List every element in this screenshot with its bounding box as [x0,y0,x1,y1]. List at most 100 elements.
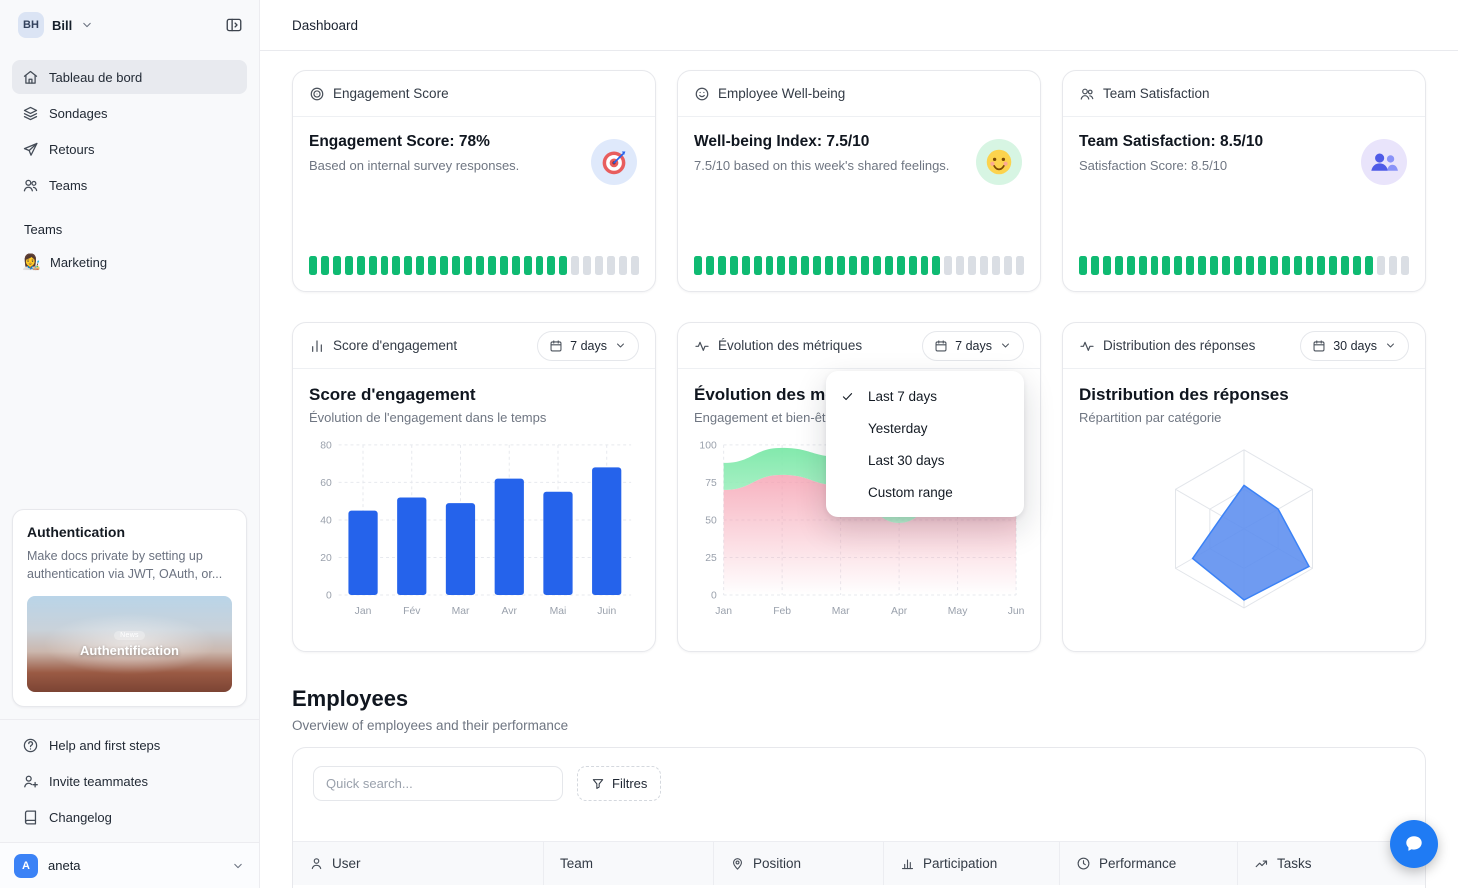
check-icon [840,389,855,404]
chart-card-evolution-metriques: Évolution des métriques 7 days Évolution… [677,322,1041,652]
card-header-label: Distribution des réponses [1103,338,1256,353]
sidebar: BH Bill Tableau de bord Sondages Retours [0,0,260,888]
svg-text:25: 25 [705,553,717,564]
svg-text:May: May [948,606,968,617]
sidebar-header: BH Bill [0,0,259,50]
sparkline [1079,256,1409,275]
card-body: Engagement Score: 78% Based on internal … [293,117,655,291]
calendar-icon [934,339,948,353]
target-icon [309,86,325,102]
column-label: User [332,856,361,871]
column-header-tasks[interactable]: Tasks [1237,842,1425,885]
chart-subtitle: Engagement et bien-être [694,410,838,425]
team-icon [1079,86,1095,102]
card-header-label: Évolution des métriques [718,338,863,353]
column-label: Tasks [1277,856,1312,871]
card-header-label: Engagement Score [333,86,449,101]
search-input[interactable] [313,766,563,801]
menu-item-yesterday[interactable]: Yesterday [826,412,1024,444]
activity-icon [1079,338,1095,354]
menu-item-last-30-days[interactable]: Last 30 days [826,444,1024,476]
sidebar-item-marketing[interactable]: 👩‍🎨 Marketing [12,245,247,279]
employees-subtitle: Overview of employees and their performa… [292,718,569,733]
column-label: Performance [1099,856,1177,871]
menu-item-label: Custom range [868,484,953,500]
sparkline [309,256,639,275]
employees-table-header: User Team Position Participation [293,841,1425,885]
account-name: aneta [48,858,81,873]
sparkline [694,256,1024,275]
sidebar-nav: Tableau de bord Sondages Retours Teams [0,50,259,202]
sidebar-item-invite-teammates[interactable]: Invite teammates [12,764,247,798]
svg-text:0: 0 [326,591,332,602]
column-header-performance[interactable]: Performance [1059,842,1237,885]
svg-text:Fév: Fév [403,606,421,617]
sidebar-item-changelog[interactable]: Changelog [12,800,247,834]
chat-launcher-button[interactable] [1390,820,1438,868]
card-header: Score d'engagement 7 days [293,323,655,369]
stat-value: Team Satisfaction: 8.5/10 [1079,133,1264,150]
invite-icon [22,773,39,790]
bar-chart-icon [309,338,325,354]
svg-text:Mar: Mar [832,606,850,617]
column-header-team[interactable]: Team [543,842,713,885]
card-header: Engagement Score [293,71,655,117]
stat-cards-row: Engagement Score Engagement Score: 78% B… [292,70,1426,292]
sidebar-spacer [0,279,259,509]
card-header: Distribution des réponses 30 days [1063,323,1425,369]
sidebar-item-sondages[interactable]: Sondages [12,96,247,130]
smiley-icon [694,86,710,102]
workspace-name: Bill [52,17,73,33]
date-range-button[interactable]: 7 days [537,330,639,361]
column-header-participation[interactable]: Participation [883,842,1059,885]
date-range-menu: Last 7 days Yesterday Last 30 days Custo… [826,371,1024,517]
sidebar-item-tableau-de-bord[interactable]: Tableau de bord [12,60,247,94]
chevron-down-icon [1384,339,1397,352]
svg-text:Juin: Juin [597,606,616,617]
date-range-button[interactable]: 30 days [1300,330,1409,361]
sidebar-item-label: Tableau de bord [49,69,143,85]
date-range-button[interactable]: 7 days [922,330,1024,361]
account-avatar: A [14,853,38,878]
collapse-sidebar-button[interactable] [219,10,249,40]
stat-description: 7.5/10 based on this week's shared feeli… [694,158,950,173]
svg-text:Mai: Mai [550,606,567,617]
menu-item-custom-range[interactable]: Custom range [826,476,1024,508]
main: Dashboard Engagement Score Engagement Sc… [260,0,1458,888]
account-switcher[interactable]: A aneta [0,842,259,888]
sidebar-item-teams[interactable]: Teams [12,168,247,202]
column-header-user[interactable]: User [293,842,543,885]
sidebar-item-label: Retours [49,141,95,157]
sidebar-item-retours[interactable]: Retours [12,132,247,166]
chevron-down-icon [231,859,245,873]
engagement-bar-chart: 0 20 40 60 80 Jan Fév Mar Avr Mai Juin [320,440,632,617]
sidebar-item-label: Teams [49,177,88,193]
target-feature-icon [591,139,637,185]
chart-card-score-engagement: Score d'engagement 7 days Score d'engage… [292,322,656,652]
svg-text:Feb: Feb [773,606,791,617]
sidebar-item-help[interactable]: Help and first steps [12,728,247,762]
stat-card-well-being: Employee Well-being Well-being Index: 7.… [677,70,1041,292]
workspace-switcher[interactable]: BH Bill [12,8,100,42]
filters-button[interactable]: Filtres [577,766,662,801]
stat-description: Satisfaction Score: 8.5/10 [1079,158,1228,173]
svg-text:0: 0 [711,591,717,602]
employees-table-card: Filtres User Team Position [292,747,1426,888]
column-header-position[interactable]: Position [713,842,883,885]
promo-title: Authentication [27,523,125,540]
authentication-promo-card[interactable]: Authentication Make docs private by sett… [12,508,247,707]
sidebar-item-label: Marketing [50,254,108,270]
clock-icon [1076,856,1091,871]
menu-item-last-7-days[interactable]: Last 7 days [826,380,1024,412]
svg-text:Jan: Jan [715,606,732,617]
sidebar-item-label: Sondages [49,105,108,121]
stat-value: Well-being Index: 7.5/10 [694,133,870,150]
promo-image: News Authentification [27,596,232,692]
svg-text:Avr: Avr [502,606,518,617]
card-body: Distribution des réponses Répartition pa… [1063,369,1425,651]
sidebar-item-label: Changelog [49,809,112,825]
card-header: Employee Well-being [678,71,1040,117]
workspace-avatar: BH [18,12,44,38]
svg-text:80: 80 [320,440,332,451]
